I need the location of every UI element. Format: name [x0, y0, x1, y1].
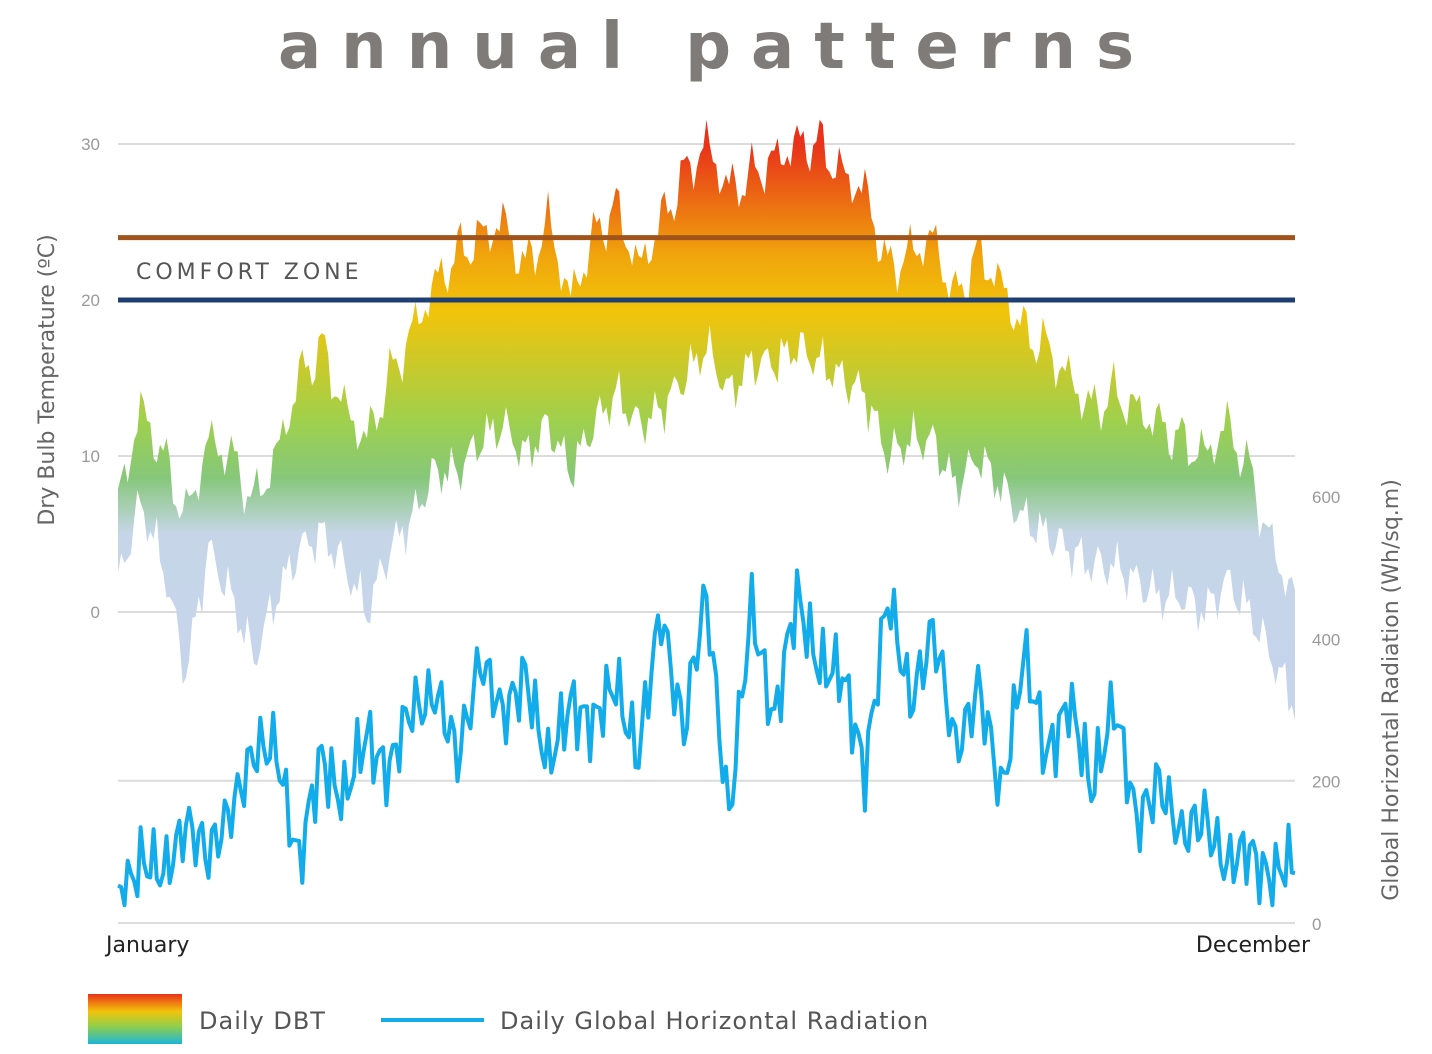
y-left-axis-title: Dry Bulb Temperature (ºC) [35, 234, 60, 525]
ghr-series [117, 568, 1296, 908]
legend-swatch-dbt [88, 994, 182, 1044]
x-end-label: December [1196, 933, 1311, 958]
legend: Daily DBT Daily Global Horizontal Radiat… [88, 994, 929, 1044]
comfort-zone [118, 235, 1295, 303]
right-axis-ticks: 0 200 400 600 [1312, 488, 1340, 934]
y-right-axis-title: Global Horizontal Radiation (Wh/sq.m) [1379, 479, 1404, 901]
left-axis-ticks: 0 10 20 30 [81, 135, 100, 622]
chart-title: annual patterns [277, 10, 1155, 84]
ghr-line [117, 568, 1296, 908]
y-right-tick: 400 [1312, 630, 1340, 649]
y-right-tick: 200 [1312, 773, 1340, 792]
y-right-tick: 0 [1312, 915, 1321, 934]
y-right-tick: 600 [1312, 488, 1340, 507]
y-left-tick: 20 [81, 291, 100, 310]
legend-label-ghr: Daily Global Horizontal Radiation [500, 1007, 929, 1035]
y-left-tick: 10 [81, 447, 100, 466]
legend-label-dbt: Daily DBT [199, 1007, 326, 1035]
y-left-tick: 30 [81, 135, 100, 154]
comfort-zone-label: COMFORT ZONE [136, 260, 363, 285]
y-left-tick: 0 [91, 603, 100, 622]
x-start-label: January [104, 933, 189, 958]
